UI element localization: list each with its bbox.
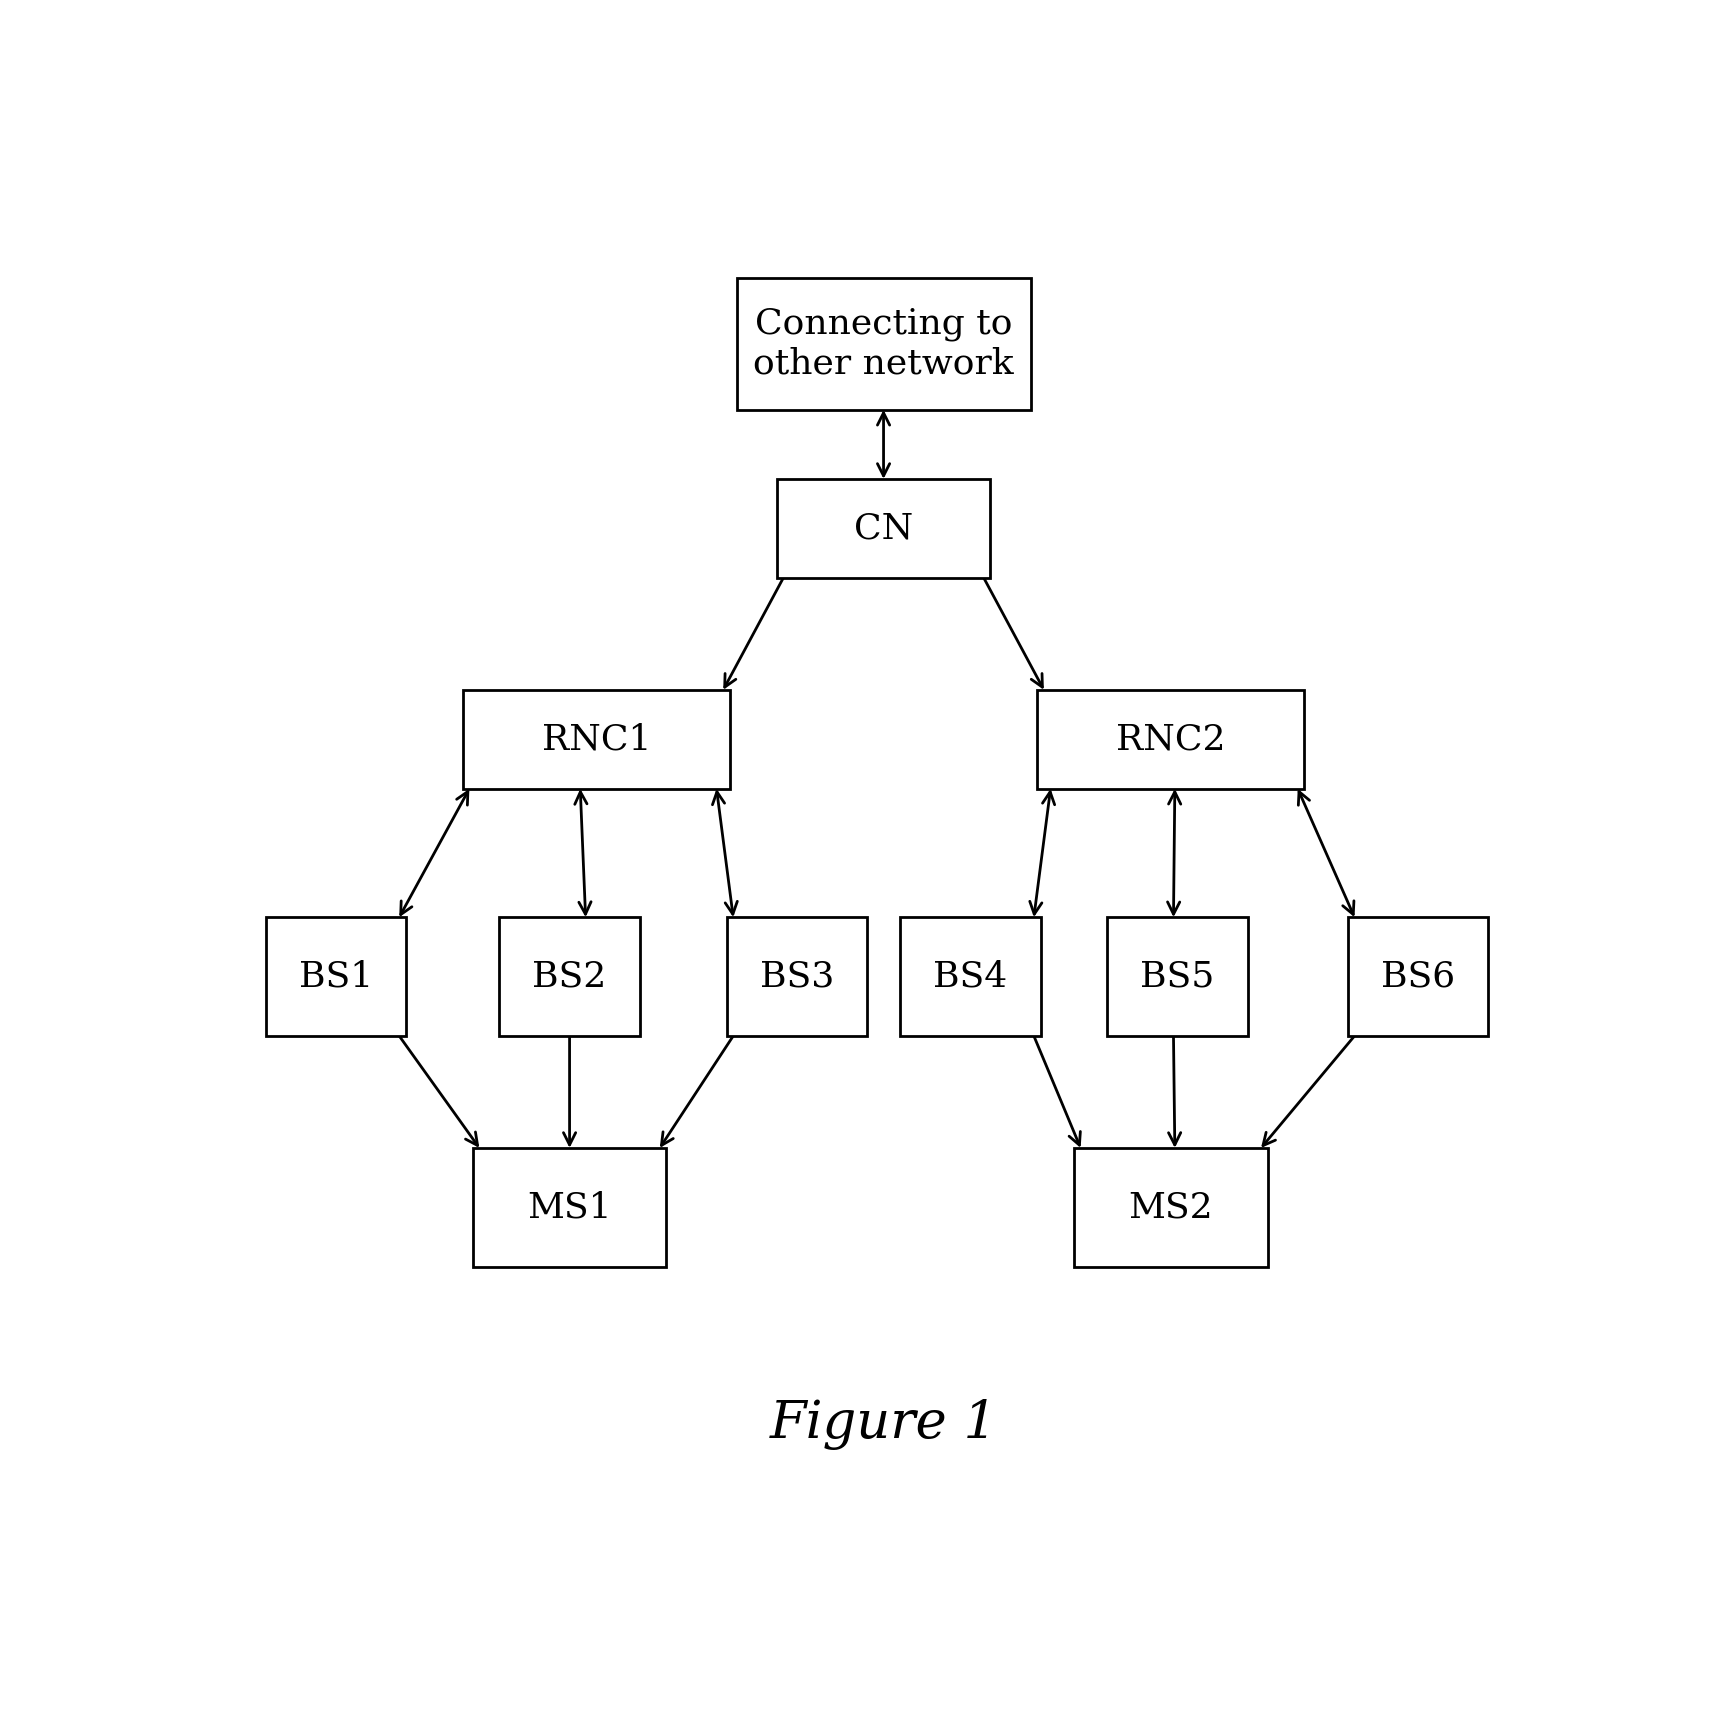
FancyBboxPatch shape xyxy=(500,918,639,1036)
Text: RNC2: RNC2 xyxy=(1115,722,1225,757)
FancyBboxPatch shape xyxy=(899,918,1041,1036)
FancyBboxPatch shape xyxy=(265,918,405,1036)
FancyBboxPatch shape xyxy=(472,1149,667,1267)
Text: BS4: BS4 xyxy=(932,960,1006,993)
Text: BS1: BS1 xyxy=(298,960,372,993)
FancyBboxPatch shape xyxy=(725,918,867,1036)
FancyBboxPatch shape xyxy=(1347,918,1487,1036)
Text: Connecting to
other network: Connecting to other network xyxy=(753,306,1013,380)
FancyBboxPatch shape xyxy=(1073,1149,1266,1267)
FancyBboxPatch shape xyxy=(775,479,989,579)
Text: BS6: BS6 xyxy=(1380,960,1454,993)
Text: RNC1: RNC1 xyxy=(541,722,651,757)
Text: CN: CN xyxy=(853,512,913,546)
Text: Figure 1: Figure 1 xyxy=(768,1399,998,1450)
Text: BS2: BS2 xyxy=(532,960,606,993)
Text: MS2: MS2 xyxy=(1129,1190,1213,1224)
FancyBboxPatch shape xyxy=(462,690,729,789)
Text: MS1: MS1 xyxy=(527,1190,612,1224)
FancyBboxPatch shape xyxy=(736,277,1030,409)
Text: BS3: BS3 xyxy=(760,960,834,993)
FancyBboxPatch shape xyxy=(1106,918,1247,1036)
Text: BS5: BS5 xyxy=(1139,960,1215,993)
FancyBboxPatch shape xyxy=(1037,690,1304,789)
